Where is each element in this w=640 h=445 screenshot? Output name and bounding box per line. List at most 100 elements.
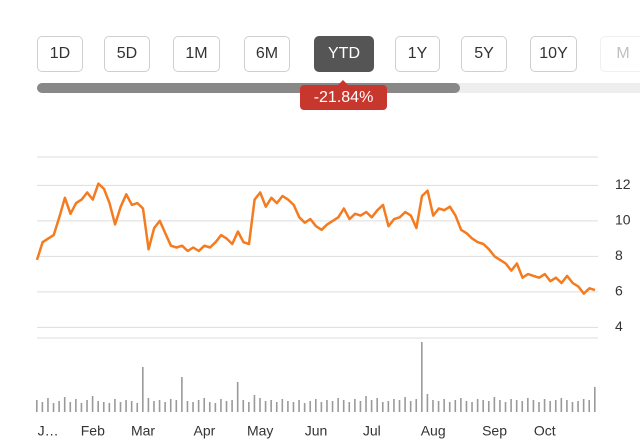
volume-bar bbox=[63, 397, 66, 412]
volume-bar bbox=[415, 399, 418, 412]
x-tick-label: Feb bbox=[81, 423, 105, 439]
volume-bar bbox=[169, 399, 172, 412]
volume-bar bbox=[315, 399, 317, 412]
volume-bar bbox=[102, 402, 105, 412]
volume-bar bbox=[354, 399, 356, 412]
volume-bar bbox=[549, 401, 551, 412]
volume-bar bbox=[275, 402, 278, 412]
volume-bar bbox=[158, 400, 161, 412]
volume-bar bbox=[236, 382, 239, 412]
volume-bar bbox=[487, 401, 490, 412]
volume-bar bbox=[387, 401, 390, 412]
volume-bar bbox=[86, 400, 88, 412]
volume-bar bbox=[253, 395, 256, 412]
volume-bar bbox=[259, 398, 261, 412]
scroll-thumb[interactable] bbox=[37, 83, 460, 93]
volume-bar bbox=[298, 400, 300, 412]
volume-bar bbox=[437, 401, 440, 412]
range-button[interactable]: YTD bbox=[314, 36, 374, 72]
volume-bar bbox=[197, 400, 200, 412]
volume-bar bbox=[493, 397, 496, 412]
x-tick-label: Oct bbox=[534, 423, 556, 439]
y-tick-label: 12 bbox=[615, 176, 631, 192]
volume-bar bbox=[527, 398, 529, 412]
x-tick-label: May bbox=[247, 423, 273, 439]
x-tick-label: Jul bbox=[363, 423, 381, 439]
volume-bar bbox=[348, 402, 351, 412]
volume-bar bbox=[80, 403, 83, 412]
volume-bar bbox=[147, 398, 150, 412]
volume-bar bbox=[114, 399, 116, 412]
volume-bar bbox=[443, 399, 445, 412]
volume-bar bbox=[460, 398, 462, 412]
x-tick-label: J… bbox=[38, 423, 59, 439]
volume-bar bbox=[186, 401, 189, 412]
volume-bar bbox=[36, 400, 38, 412]
range-button[interactable]: 5Y bbox=[461, 36, 507, 72]
volume-bar bbox=[359, 401, 362, 412]
volume-bar bbox=[264, 401, 267, 412]
volume-bar bbox=[554, 400, 557, 412]
volume-bar bbox=[342, 400, 345, 412]
volume-bar bbox=[181, 377, 183, 412]
volume-bar bbox=[571, 402, 574, 412]
volume-bar bbox=[248, 402, 250, 412]
volume-bar bbox=[566, 400, 568, 412]
y-tick-label: 8 bbox=[615, 247, 623, 263]
change-badge: -21.84% bbox=[300, 80, 387, 110]
volume-bar bbox=[504, 402, 507, 412]
volume-bar bbox=[281, 399, 284, 412]
range-button[interactable]: 10Y bbox=[530, 36, 577, 72]
volume-bar bbox=[287, 401, 289, 412]
range-button[interactable]: 5D bbox=[104, 36, 150, 72]
volume-bar bbox=[175, 400, 178, 412]
y-tick-label: 4 bbox=[615, 318, 623, 334]
x-tick-label: Mar bbox=[131, 423, 155, 439]
volume-bar bbox=[130, 401, 133, 412]
volume-bar bbox=[515, 400, 518, 412]
volume-bar bbox=[577, 401, 579, 412]
volume-bar bbox=[326, 400, 328, 412]
volume-bar bbox=[303, 403, 306, 412]
volume-bar bbox=[538, 402, 540, 412]
x-tick-label: Apr bbox=[194, 423, 216, 439]
volume-bar bbox=[119, 402, 122, 412]
range-button[interactable]: 1D bbox=[37, 36, 83, 72]
volume-bar bbox=[220, 399, 222, 412]
volume-bar bbox=[52, 403, 55, 412]
volume-bar bbox=[69, 402, 72, 412]
volume-bar bbox=[454, 400, 457, 412]
volume-bar bbox=[153, 401, 155, 412]
volume-bar bbox=[164, 402, 166, 412]
volume-bar bbox=[465, 401, 468, 412]
volume-bar bbox=[370, 400, 373, 412]
volume-bar bbox=[499, 400, 501, 412]
volume-bar bbox=[91, 396, 94, 412]
volume-bar bbox=[398, 400, 401, 412]
volume-bar bbox=[125, 400, 127, 412]
volume-bar bbox=[393, 399, 395, 412]
volume-bar bbox=[409, 401, 412, 412]
volume-bar bbox=[214, 403, 217, 412]
volume-bar bbox=[192, 402, 194, 412]
volume-bar bbox=[365, 396, 367, 412]
volume-bar bbox=[532, 400, 535, 412]
range-button[interactable]: 1M bbox=[173, 36, 220, 72]
range-button[interactable]: 6M bbox=[244, 36, 290, 72]
volume-bar bbox=[476, 399, 479, 412]
volume-bar bbox=[588, 400, 591, 412]
volume-bar bbox=[142, 367, 144, 412]
volume-bar bbox=[543, 399, 546, 412]
x-tick-label: Sep bbox=[482, 423, 507, 439]
volume-bar bbox=[97, 401, 99, 412]
range-button[interactable]: M bbox=[600, 36, 640, 72]
volume-bar bbox=[58, 401, 60, 412]
volume-bar bbox=[203, 398, 205, 412]
volume-bar bbox=[448, 402, 451, 412]
volume-bar bbox=[231, 400, 233, 412]
volume-bar bbox=[426, 394, 429, 412]
volume-bar bbox=[41, 402, 44, 412]
range-button[interactable]: 1Y bbox=[395, 36, 440, 72]
